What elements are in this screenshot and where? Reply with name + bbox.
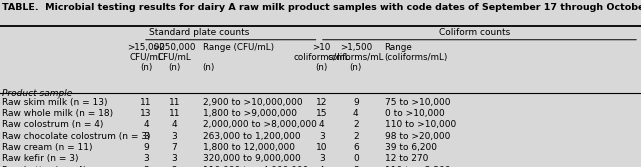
Text: TABLE.  Microbial testing results for dairy A raw milk product samples with code: TABLE. Microbial testing results for dai… xyxy=(2,3,641,12)
Text: 4: 4 xyxy=(319,166,324,167)
Text: 3: 3 xyxy=(144,154,149,163)
Text: 39 to 6,200: 39 to 6,200 xyxy=(385,143,437,152)
Text: 3: 3 xyxy=(319,132,324,141)
Text: 12: 12 xyxy=(316,98,328,107)
Text: 7: 7 xyxy=(172,143,177,152)
Text: Standard plate counts: Standard plate counts xyxy=(149,28,249,37)
Text: Range (CFU/mL)

(n): Range (CFU/mL) (n) xyxy=(203,43,274,72)
Text: 2,900 to >10,000,000: 2,900 to >10,000,000 xyxy=(203,98,302,107)
Text: 3: 3 xyxy=(144,132,149,141)
Text: Raw chocolate colostrum (n = 3): Raw chocolate colostrum (n = 3) xyxy=(2,132,151,141)
Text: 110 to >10,000: 110 to >10,000 xyxy=(385,120,456,129)
Text: 0 to >10,000: 0 to >10,000 xyxy=(385,109,444,118)
Text: 15: 15 xyxy=(316,109,328,118)
Text: Raw skim milk (n = 13): Raw skim milk (n = 13) xyxy=(2,98,108,107)
Text: Product sample: Product sample xyxy=(2,89,72,98)
Text: 11: 11 xyxy=(140,98,152,107)
Text: Coliform counts: Coliform counts xyxy=(438,28,510,37)
Text: 1,800 to 12,000,000: 1,800 to 12,000,000 xyxy=(203,143,295,152)
Text: 9: 9 xyxy=(353,98,358,107)
Text: Raw kefir (n = 3): Raw kefir (n = 3) xyxy=(2,154,78,163)
Text: 4: 4 xyxy=(319,120,324,129)
Text: 2,000,000 to >8,000,000: 2,000,000 to >8,000,000 xyxy=(203,120,317,129)
Text: Raw butter (n = 4): Raw butter (n = 4) xyxy=(2,166,87,167)
Text: 263,000 to 1,200,000: 263,000 to 1,200,000 xyxy=(203,132,300,141)
Text: 4: 4 xyxy=(353,109,358,118)
Text: 2: 2 xyxy=(172,166,177,167)
Text: Raw cream (n = 11): Raw cream (n = 11) xyxy=(2,143,92,152)
Text: 3: 3 xyxy=(172,132,177,141)
Text: 98 to >20,000: 98 to >20,000 xyxy=(385,132,450,141)
Text: 11: 11 xyxy=(169,98,180,107)
Text: 110,000 to >4,000,000: 110,000 to >4,000,000 xyxy=(203,166,308,167)
Text: 3: 3 xyxy=(319,154,324,163)
Text: 11: 11 xyxy=(169,109,180,118)
Text: 4: 4 xyxy=(172,120,177,129)
Text: 9: 9 xyxy=(144,143,149,152)
Text: 12 to 270: 12 to 270 xyxy=(385,154,428,163)
Text: 0: 0 xyxy=(353,154,358,163)
Text: 13: 13 xyxy=(140,109,152,118)
Text: 6: 6 xyxy=(353,143,358,152)
Text: 320,000 to 9,000,000: 320,000 to 9,000,000 xyxy=(203,154,300,163)
Text: >250,000
CFU/mL
(n): >250,000 CFU/mL (n) xyxy=(153,43,196,72)
Text: 1,800 to >9,000,000: 1,800 to >9,000,000 xyxy=(203,109,297,118)
Text: 3: 3 xyxy=(144,166,149,167)
Text: 2: 2 xyxy=(353,120,358,129)
Text: >1,500
coliforms/mL
(n): >1,500 coliforms/mL (n) xyxy=(328,43,384,72)
Text: 2: 2 xyxy=(353,132,358,141)
Text: 10: 10 xyxy=(316,143,328,152)
Text: >15,000
CFU/mL
(n): >15,000 CFU/mL (n) xyxy=(127,43,165,72)
Text: Raw colostrum (n = 4): Raw colostrum (n = 4) xyxy=(2,120,103,129)
Text: 4: 4 xyxy=(144,120,149,129)
Text: Raw whole milk (n = 18): Raw whole milk (n = 18) xyxy=(2,109,113,118)
Text: >10
coliforms/mL
(n): >10 coliforms/mL (n) xyxy=(294,43,350,72)
Text: 110 to >3,300: 110 to >3,300 xyxy=(385,166,450,167)
Text: 3: 3 xyxy=(353,166,358,167)
Text: 75 to >10,000: 75 to >10,000 xyxy=(385,98,450,107)
Text: Range
(coliforms/mL): Range (coliforms/mL) xyxy=(385,43,448,62)
Text: 3: 3 xyxy=(172,154,177,163)
